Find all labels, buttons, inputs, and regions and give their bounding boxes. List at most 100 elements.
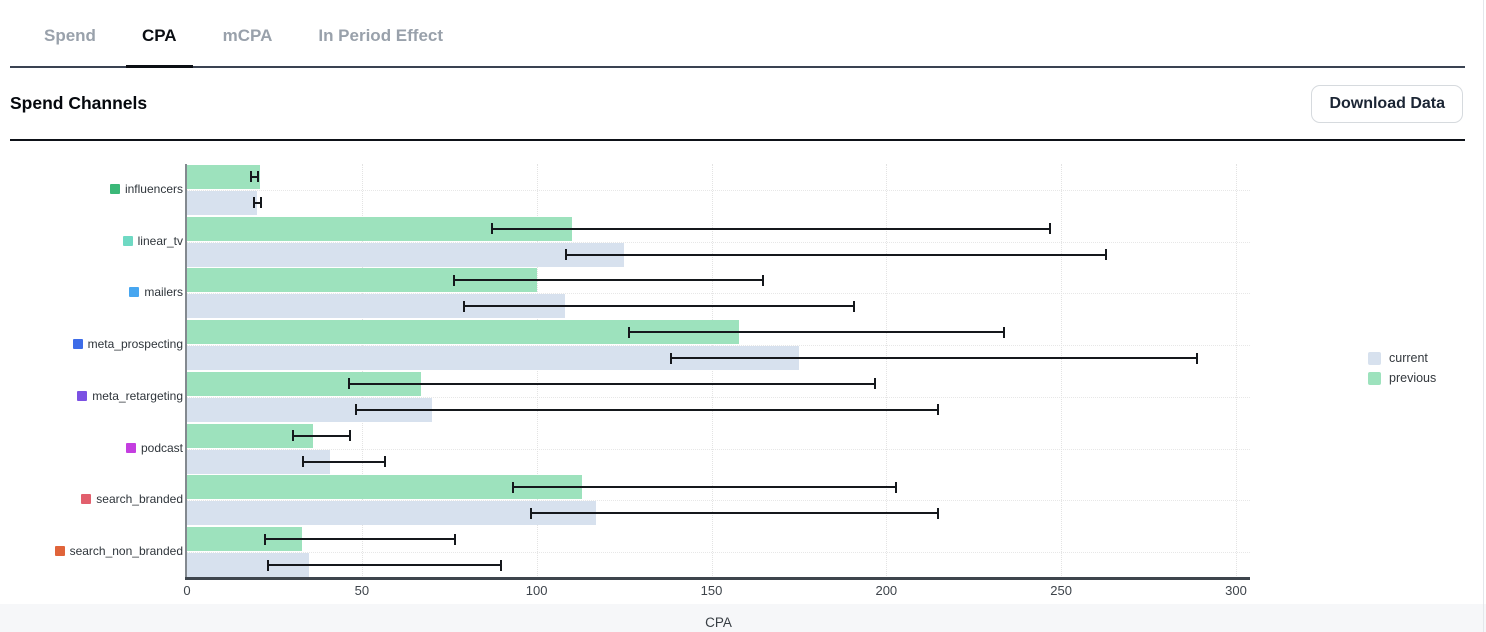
- error-bar-previous-meta_prospecting: [627, 326, 1006, 338]
- x-tick-label: 300: [1225, 583, 1247, 598]
- bar-previous-influencers: [187, 164, 261, 189]
- y-label-search_non_branded: search_non_branded: [54, 544, 183, 559]
- error-cap-high: [1104, 249, 1107, 261]
- error-cap-high: [761, 274, 764, 286]
- error-bar-current-mailers: [463, 300, 855, 312]
- channel-color-swatch: [77, 390, 88, 401]
- bar-current-search_branded: [187, 501, 597, 526]
- error-cap-low: [253, 197, 256, 209]
- channel-color-swatch: [54, 546, 65, 557]
- v-gridline: [886, 164, 888, 578]
- error-bar-previous-mailers: [452, 274, 764, 286]
- h-gridline: [187, 448, 1250, 450]
- h-gridline: [187, 293, 1250, 295]
- error-bar-previous-podcast: [291, 430, 352, 442]
- y-axis-line: [185, 164, 187, 578]
- legend-label-previous: previous: [1389, 371, 1437, 385]
- error-cap-high: [852, 300, 855, 312]
- legend-swatch-previous: [1368, 371, 1381, 385]
- y-label-mailers: mailers: [129, 285, 183, 299]
- h-gridline: [187, 345, 1250, 347]
- x-axis-line: [185, 577, 1250, 580]
- h-gridline: [187, 552, 1250, 554]
- v-gridline: [361, 164, 363, 578]
- error-cap-low: [291, 430, 294, 442]
- channel-label: meta_prospecting: [87, 337, 183, 352]
- channel-label: influencers: [124, 181, 183, 196]
- h-gridline: [187, 500, 1250, 502]
- legend-item-previous[interactable]: previous: [1368, 371, 1436, 385]
- h-gridline: [187, 189, 1250, 191]
- error-cap-low: [347, 378, 350, 390]
- v-gridline: [711, 164, 713, 578]
- error-cap-low: [452, 274, 455, 286]
- channel-color-swatch: [129, 287, 140, 298]
- tab-cpa[interactable]: CPA: [125, 6, 193, 68]
- error-bar-current-linear_tv: [564, 249, 1107, 261]
- y-label-meta_retargeting: meta_retargeting: [77, 389, 183, 403]
- channel-label: meta_retargeting: [92, 388, 183, 403]
- x-tick-label: 200: [875, 583, 898, 598]
- error-cap-low: [564, 249, 567, 261]
- channel-color-swatch: [72, 339, 83, 350]
- panel-right-border: [1483, 0, 1484, 632]
- v-gridline: [1061, 164, 1063, 578]
- error-cap-high: [499, 559, 502, 571]
- error-cap-high: [873, 378, 876, 390]
- chart-plot-area: [187, 164, 1250, 578]
- channel-color-swatch: [109, 183, 120, 194]
- tab-bar: Spend CPA mCPA In Period Effect: [10, 0, 1465, 68]
- legend-swatch-current: [1368, 351, 1381, 365]
- error-cap-low: [529, 507, 532, 519]
- section-header: Spend Channels Download Data: [10, 68, 1465, 141]
- tab-spend[interactable]: Spend: [44, 26, 96, 45]
- error-bar-current-meta_retargeting: [354, 404, 939, 416]
- x-tick-label: 50: [354, 583, 370, 598]
- legend-item-current[interactable]: current: [1368, 351, 1436, 365]
- y-label-podcast: podcast: [125, 441, 183, 455]
- error-bar-current-meta_prospecting: [669, 352, 1198, 364]
- error-bar-previous-meta_retargeting: [347, 378, 876, 390]
- error-bar-previous-search_non_branded: [263, 533, 457, 545]
- tab-in-period-effect[interactable]: In Period Effect: [318, 26, 444, 45]
- page-background-strip: [0, 604, 1486, 632]
- tab-mcpa[interactable]: mCPA: [222, 26, 273, 45]
- error-cap-low: [512, 481, 515, 493]
- channel-color-swatch: [122, 235, 133, 246]
- page-title: Spend Channels: [10, 93, 148, 113]
- v-gridline: [536, 164, 538, 578]
- error-cap-high: [454, 533, 457, 545]
- x-tick-label: 250: [1050, 583, 1072, 598]
- y-label-meta_prospecting: meta_prospecting: [72, 337, 183, 352]
- x-tick-label: 0: [183, 583, 191, 598]
- x-tick-label: 150: [700, 583, 723, 598]
- error-cap-high: [260, 197, 263, 209]
- bar-current-influencers: [187, 190, 257, 215]
- y-label-influencers: influencers: [109, 181, 183, 196]
- error-bar-previous-search_branded: [512, 481, 897, 493]
- x-tick-label: 100: [525, 583, 548, 598]
- error-cap-low: [267, 559, 270, 571]
- channel-label: mailers: [144, 285, 183, 300]
- error-cap-low: [463, 300, 466, 312]
- error-bar-current-search_non_branded: [267, 559, 502, 571]
- download-data-button[interactable]: Download Data: [1311, 84, 1463, 123]
- error-cap-high: [349, 430, 352, 442]
- error-bar-previous-influencers: [249, 171, 259, 183]
- channel-label: search_non_branded: [69, 544, 183, 559]
- error-cap-high: [1195, 352, 1198, 364]
- legend-label-current: current: [1389, 351, 1428, 365]
- error-bar-current-search_branded: [529, 507, 939, 519]
- y-label-search_branded: search_branded: [81, 492, 183, 506]
- error-cap-high: [936, 507, 939, 519]
- error-cap-high: [384, 456, 387, 468]
- x-axis-title: CPA: [705, 615, 732, 630]
- bar-current-linear_tv: [187, 242, 625, 267]
- h-gridline: [187, 241, 1250, 243]
- error-cap-low: [491, 223, 494, 235]
- error-cap-low: [354, 404, 357, 416]
- channel-label: search_branded: [96, 492, 183, 507]
- chart-legend: current previous: [1368, 351, 1436, 391]
- error-cap-high: [256, 171, 259, 183]
